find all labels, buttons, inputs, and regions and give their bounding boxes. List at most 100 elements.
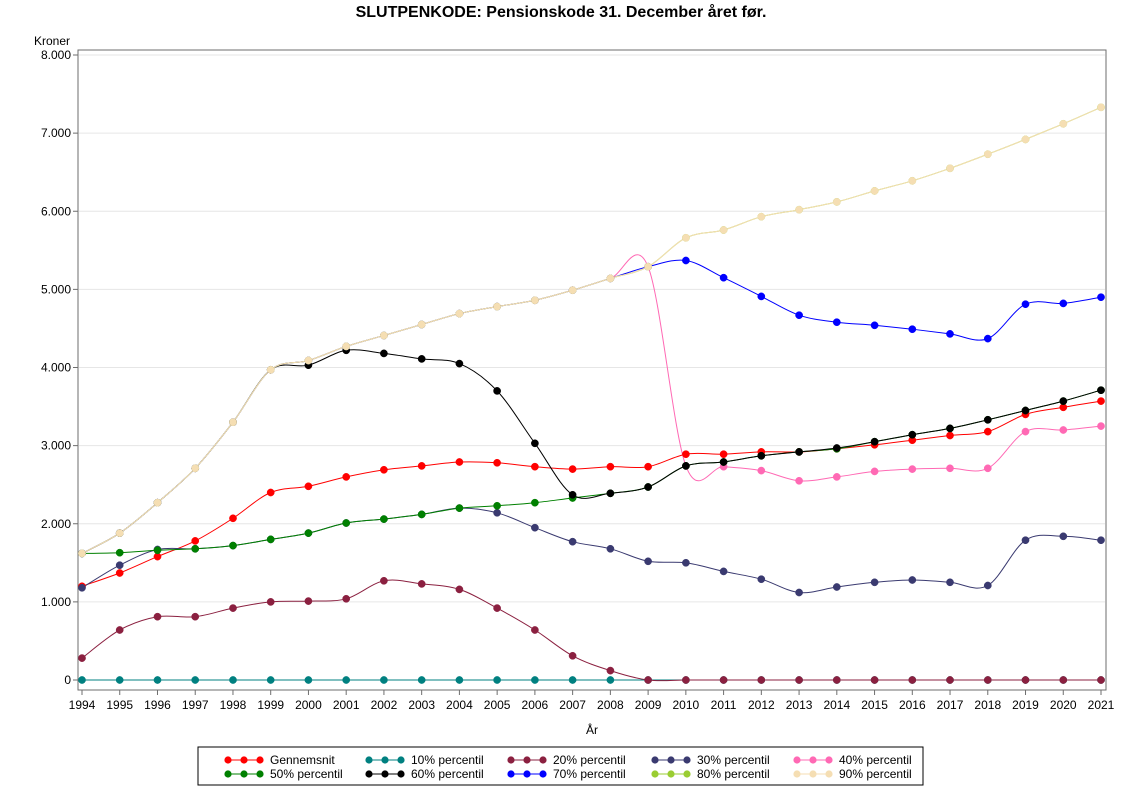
y-axis-label: Kroner [34, 34, 70, 48]
data-point [304, 529, 313, 537]
data-point [719, 450, 728, 459]
data-point [757, 466, 766, 475]
data-point [568, 465, 577, 473]
legend-swatch-marker [825, 770, 833, 778]
legend-item: 40% percentil [793, 753, 912, 767]
data-point [983, 464, 992, 473]
legend-swatch-marker [793, 756, 801, 764]
data-point [568, 490, 577, 499]
y-tick-label: 2.000 [41, 517, 71, 531]
data-point [417, 355, 426, 363]
data-point [229, 604, 237, 612]
data-point [1059, 426, 1068, 434]
legend-label: 40% percentil [839, 753, 912, 767]
data-point [1059, 299, 1068, 308]
data-point [908, 325, 917, 334]
data-point [153, 546, 162, 555]
data-point [795, 476, 803, 485]
data-point [832, 198, 841, 206]
data-point [304, 356, 313, 365]
data-point [229, 418, 237, 427]
data-point [493, 676, 501, 684]
data-point [531, 462, 539, 471]
data-point [795, 311, 803, 320]
x-tick-label: 2005 [484, 698, 511, 712]
data-point [946, 578, 954, 587]
y-tick-label: 5.000 [41, 282, 71, 296]
data-point [455, 504, 464, 512]
data-point [757, 292, 766, 301]
legend-swatch-marker [683, 756, 691, 764]
data-point [1059, 397, 1068, 405]
data-point [1021, 427, 1030, 436]
data-point [1097, 103, 1105, 112]
data-point [191, 612, 200, 621]
data-point [983, 415, 992, 424]
legend-swatch-marker [825, 756, 833, 764]
x-tick-label: 2007 [559, 698, 586, 712]
data-point [493, 458, 501, 467]
data-point [455, 359, 464, 368]
legend-item: 30% percentil [651, 753, 770, 767]
legend-swatch-marker [381, 756, 389, 764]
x-tick-label: 1994 [69, 698, 96, 712]
legend-item: 50% percentil [224, 767, 343, 781]
y-tick-label: 1.000 [41, 595, 71, 609]
data-point [417, 510, 426, 519]
y-tick-label: 0 [64, 673, 71, 687]
data-point [493, 501, 501, 510]
legend-label: 70% percentil [553, 767, 626, 781]
data-point [266, 598, 275, 606]
data-point [946, 164, 954, 173]
data-point [1021, 135, 1030, 144]
data-point [795, 448, 803, 456]
x-tick-label: 2015 [861, 698, 888, 712]
legend-item: Gennemsnit [224, 753, 335, 767]
x-tick-label: 1999 [257, 698, 284, 712]
data-point [1097, 397, 1105, 405]
data-point [1097, 386, 1105, 395]
data-point [153, 612, 162, 621]
data-point [191, 544, 200, 553]
data-point [266, 676, 275, 684]
data-point [568, 286, 577, 295]
data-point [870, 578, 879, 587]
data-point [493, 387, 501, 395]
data-point [266, 365, 275, 374]
x-tick-label: 2002 [371, 698, 398, 712]
x-tick-label: 2017 [937, 698, 964, 712]
data-point [908, 576, 917, 584]
gridlines [79, 54, 1105, 603]
legend-label: Gennemsnit [270, 753, 335, 767]
data-point [682, 450, 690, 459]
data-point [531, 676, 539, 684]
series-points [78, 103, 1105, 684]
data-point [682, 233, 690, 242]
data-point [153, 676, 162, 684]
legend-swatch-marker [667, 770, 675, 778]
legend-swatch-marker [365, 756, 373, 764]
legend-swatch-marker [793, 770, 801, 778]
data-point [531, 498, 539, 507]
data-point [682, 676, 690, 684]
data-point [380, 515, 388, 523]
data-point [719, 676, 728, 684]
data-point [417, 462, 426, 470]
x-tick-label: 2014 [823, 698, 850, 712]
data-point [757, 451, 766, 460]
data-point [983, 150, 992, 159]
data-point [1059, 676, 1068, 684]
data-point [1021, 676, 1030, 684]
data-point [682, 462, 690, 470]
series-markers [78, 397, 1105, 591]
data-point [757, 676, 766, 684]
x-tick-label: 2012 [748, 698, 775, 712]
data-point [983, 427, 992, 436]
data-point [946, 431, 954, 440]
data-point [531, 523, 539, 532]
legend-item: 60% percentil [365, 767, 484, 781]
data-point [304, 482, 313, 491]
plot-area [77, 49, 1107, 691]
data-point [229, 541, 237, 550]
